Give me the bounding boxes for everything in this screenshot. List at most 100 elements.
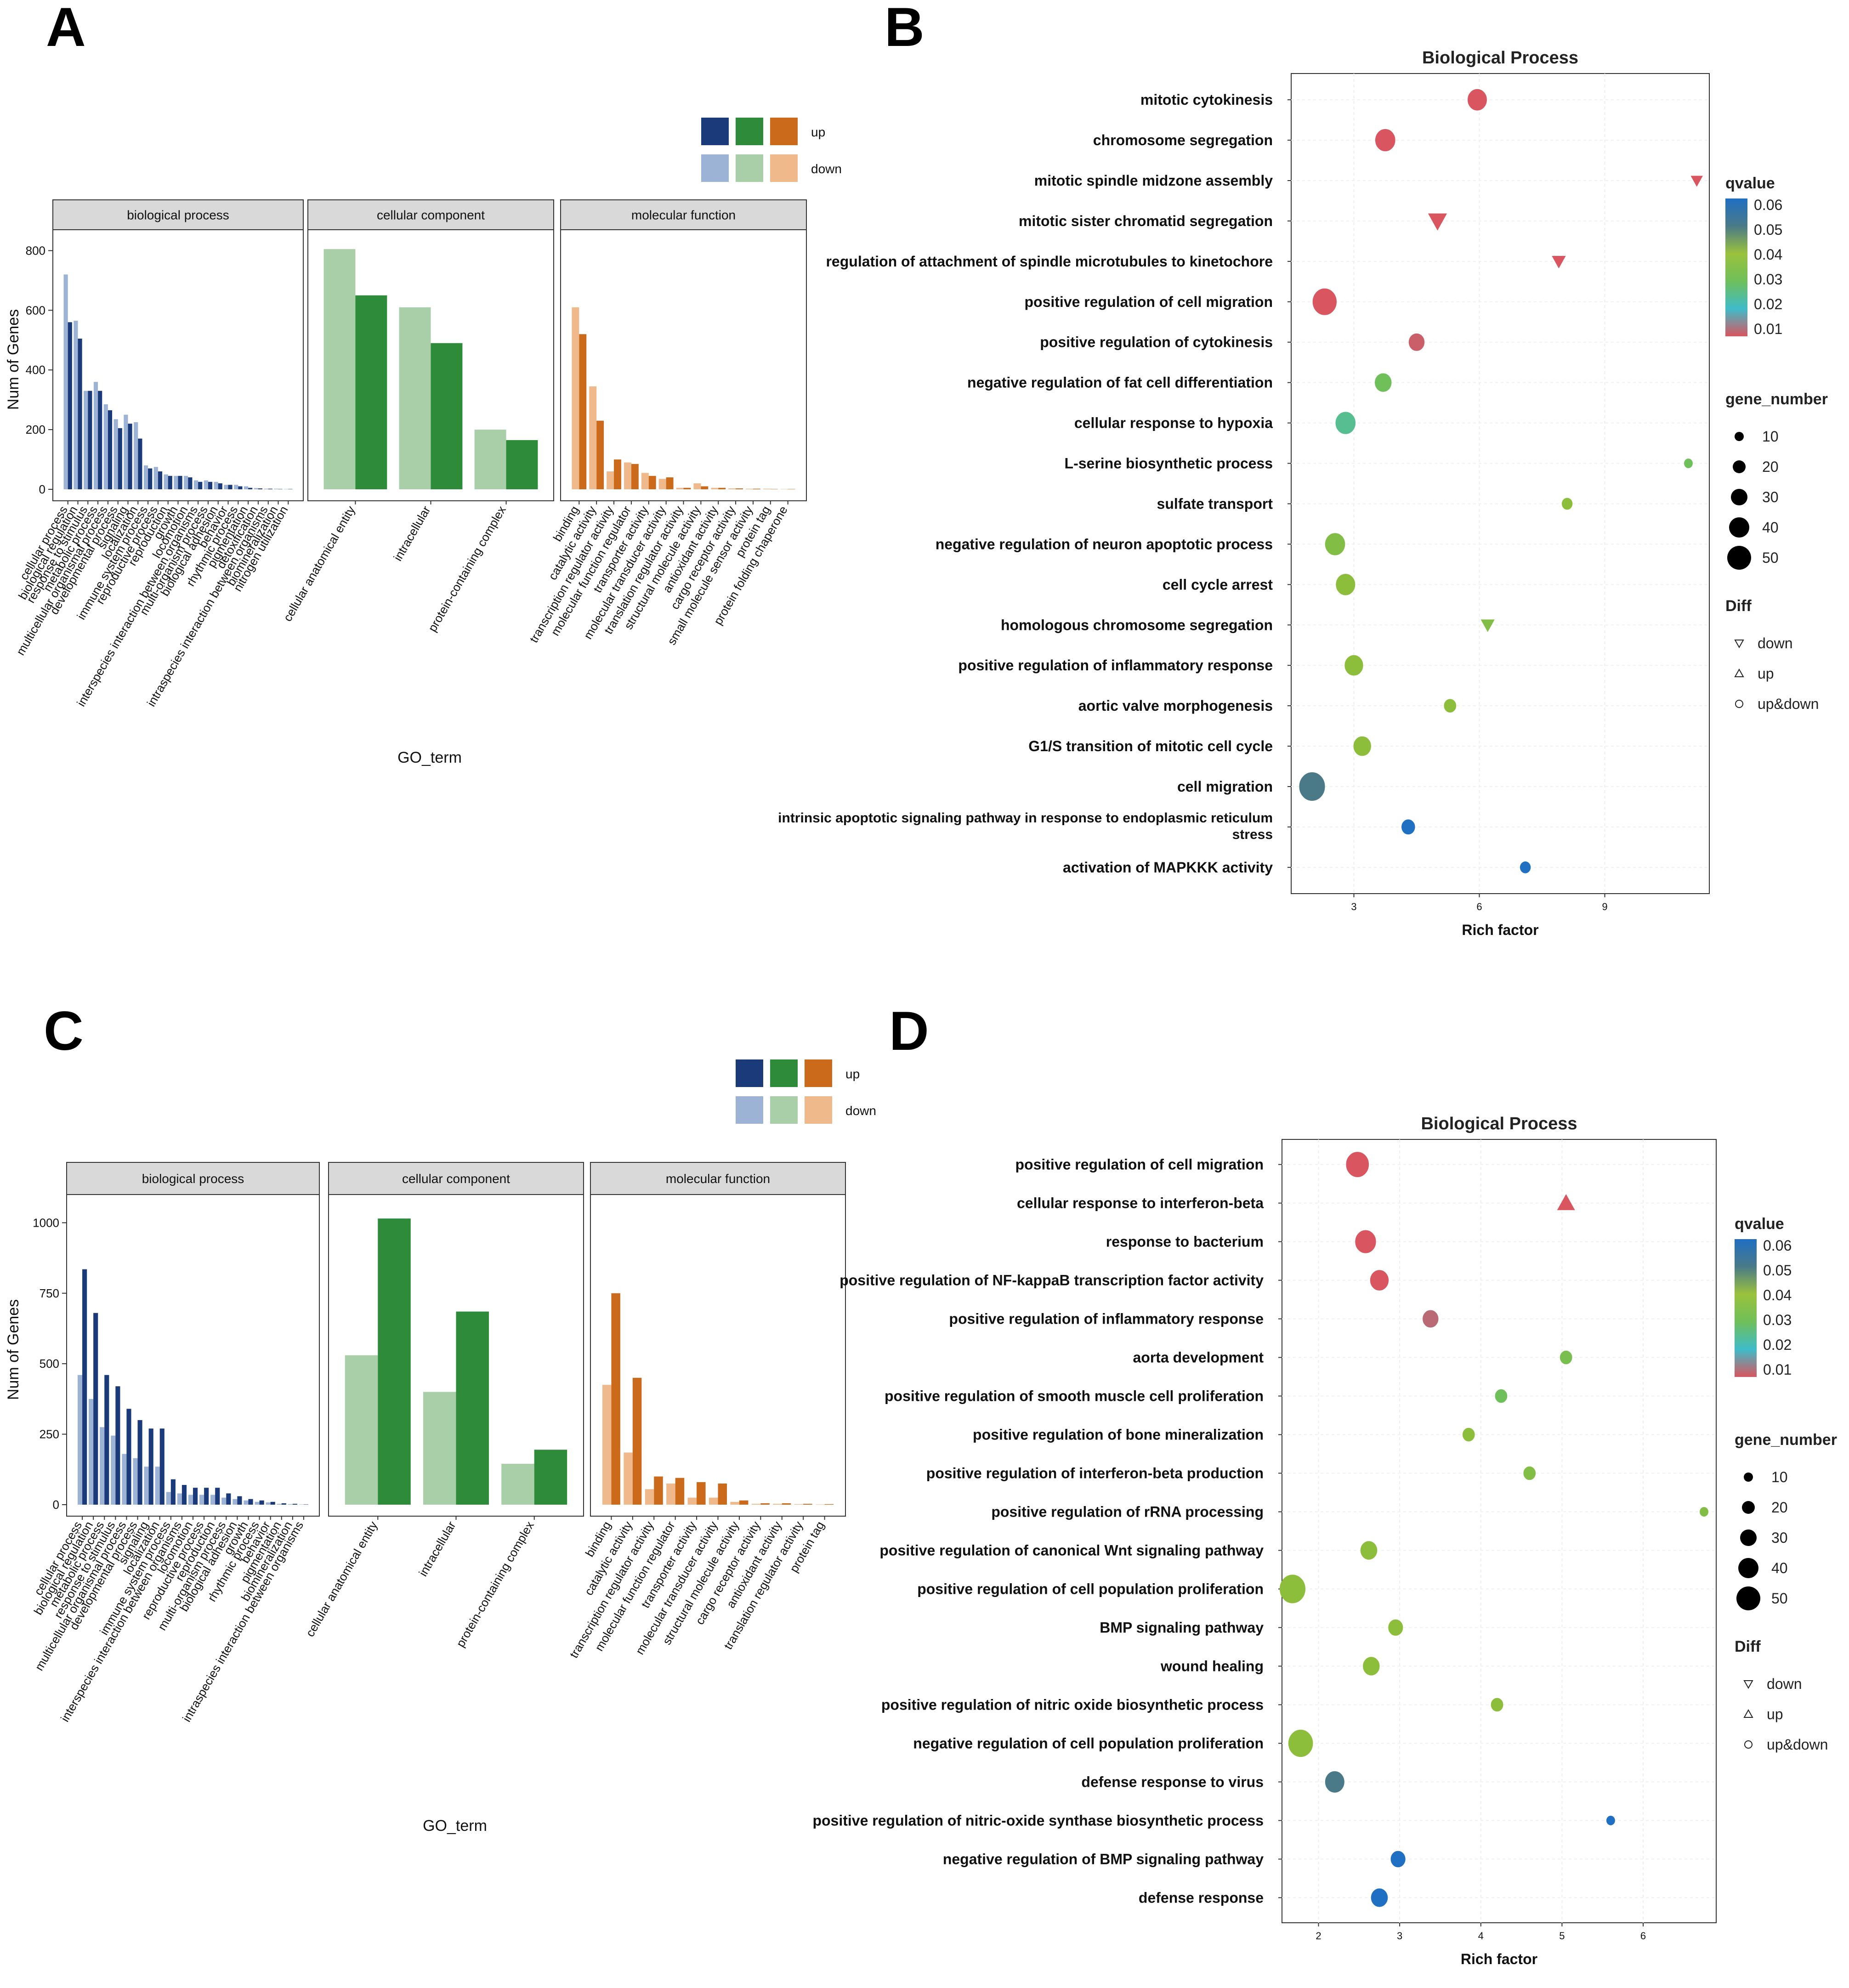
qvalue-legend-title: qvalue <box>1725 175 1775 192</box>
term-label-positive-regulation-of-cell-migration: positive regulation of cell migration <box>1024 294 1273 310</box>
bar-down-translation-regulator-activity <box>794 1504 804 1505</box>
bubble-legend-d: qvalue 0.06 0.05 0.04 0.03 0.02 0.01 gene_numbe… <box>1735 1215 1837 1753</box>
bar-down-pigmentation <box>244 486 249 489</box>
bar-down-antioxidant-activity <box>773 1504 782 1505</box>
qvalue-colorbar <box>1725 198 1747 336</box>
y-tick-label: 0 <box>53 1498 59 1512</box>
bar-down-developmental-process <box>133 1458 138 1505</box>
legend-swatch-up-0 <box>735 1059 764 1088</box>
gene-number-legend-dot <box>1735 432 1744 441</box>
term-label-g1-s-transition-of-mitotic-cell-cycle: G1/S transition of mitotic cell cycle <box>1028 738 1273 754</box>
bubble-l-serine-biosynthetic-process <box>1684 459 1693 468</box>
facet-strip <box>66 1162 320 1195</box>
bubble-plot-area <box>1282 1139 1717 1923</box>
bar-up-metabolic-process <box>104 1375 109 1505</box>
facet-title: biological process <box>127 208 229 222</box>
diff-legend-label: up <box>1758 665 1774 682</box>
panel-c: Cup down 0 250 500 750 1000 Num of Genes GO_term… <box>5 1000 876 1835</box>
diff-legend-title: Diff <box>1725 597 1752 615</box>
bubble-positive-regulation-of-inflammatory-response <box>1423 1310 1439 1328</box>
bar-up-growth <box>248 1499 253 1505</box>
legend-swatch-up-2 <box>769 117 799 146</box>
bar-down-detoxification <box>254 488 258 489</box>
facet-title: cellular component <box>377 208 485 222</box>
bar-down-reproduction <box>164 474 168 489</box>
bar-up-detoxification <box>258 488 263 489</box>
x-axis-title: GO_term <box>397 749 462 766</box>
bar-down-pigmentation <box>277 1504 282 1505</box>
bar-down-metabolic-process <box>100 1427 105 1505</box>
legend-swatch-down-2 <box>769 153 799 183</box>
term-label-sulfate-transport: sulfate transport <box>1157 495 1273 512</box>
gene-number-legend-title: gene_number <box>1725 391 1828 408</box>
gene-number-tick-label: 50 <box>1762 549 1779 566</box>
bubble-wound-healing <box>1363 1657 1380 1676</box>
term-label-aortic-valve-morphogenesis: aortic valve morphogenesis <box>1078 697 1273 714</box>
bubble-negative-regulation-of-fat-cell-differentiation <box>1374 373 1392 392</box>
qvalue-colorbar <box>1735 1239 1757 1377</box>
bar-down-interspecies-interaction-between-organisms <box>177 1493 182 1505</box>
bar-up-interspecies-interaction-between-organisms <box>198 481 203 489</box>
gene-number-tick-label: 30 <box>1771 1529 1788 1546</box>
panel-d: D Biological Process 2 3 4 5 6 Rich factor posit… <box>812 1000 1837 1967</box>
bubble-negative-regulation-of-neuron-apoptotic-process <box>1325 533 1345 555</box>
bar-up-cellular-process <box>82 1269 87 1505</box>
bar-up-protein-containing-complex <box>534 1450 567 1505</box>
panel-letter-a: A <box>46 0 86 58</box>
bar-up-localization <box>138 438 142 489</box>
term-label-negative-regulation-of-neuron-apoptotic-process: negative regulation of neuron apoptotic … <box>936 536 1273 552</box>
bar-up-interspecies-interaction-between-organisms <box>181 1485 187 1505</box>
bubble-chromosome-segregation <box>1375 129 1395 152</box>
y-tick-label: 500 <box>40 1357 59 1371</box>
bar-up-protein-tag <box>824 1504 834 1505</box>
bar-up-transporter-activity <box>648 476 656 489</box>
term-label-wound-healing: wound healing <box>1160 1658 1264 1674</box>
term-label-positive-regulation-of-nitric-oxide-synthase-biosynthetic-process: positive regulation of nitric-oxide synt… <box>812 1812 1264 1829</box>
term-label-negative-regulation-of-cell-population-proliferation: negative regulation of cell population p… <box>913 1735 1264 1751</box>
bar-up-developmental-process <box>137 1420 142 1505</box>
bar-down-molecular-function-regulator <box>666 1483 675 1505</box>
gene-number-tick-label: 20 <box>1762 459 1779 475</box>
bar-up-translation-regulator-activity <box>803 1504 812 1505</box>
bar-down-signaling <box>144 1467 149 1505</box>
term-label-bmp-signaling-pathway: BMP signaling pathway <box>1100 1619 1264 1636</box>
bar-up-pigmentation <box>281 1503 286 1505</box>
facet-strip <box>307 199 554 230</box>
x-tick-label: intracellular <box>391 504 433 563</box>
bar-down-rhythmic-process <box>234 485 238 489</box>
term-label-mitotic-cytokinesis: mitotic cytokinesis <box>1140 91 1273 108</box>
bubble-positive-regulation-of-interferon-beta-production <box>1523 1466 1536 1480</box>
bubble-cell-cycle-arrest <box>1336 574 1356 595</box>
bar-legend-a: up down <box>700 117 842 183</box>
bar-down-structural-molecule-activity <box>693 483 701 489</box>
bubble-positive-regulation-of-cell-migration <box>1312 288 1337 315</box>
bar-down-immune-system-process <box>143 465 148 489</box>
y-tick-label: 250 <box>40 1427 59 1441</box>
x-tick-label: 6 <box>1640 1930 1646 1942</box>
bubble-negative-regulation-of-cell-population-proliferation <box>1288 1729 1313 1757</box>
bar-down-molecular-function-regulator <box>624 462 631 489</box>
bar-up-localization <box>159 1428 164 1505</box>
bar-down-reproductive-process <box>199 1495 204 1505</box>
y-tick-label: 0 <box>39 482 45 496</box>
bar-up-antioxidant-activity <box>718 487 726 489</box>
legend-swatch-down-0 <box>735 1095 764 1125</box>
qvalue-tick-label: 0.03 <box>1763 1312 1792 1328</box>
facet-strip <box>52 199 304 230</box>
gene-number-legend-dot <box>1731 489 1747 505</box>
bubble-mitotic-spindle-midzone-assembly <box>1690 176 1703 187</box>
legend-swatch-down-0 <box>700 153 730 183</box>
facet-cellular-component: cellular component cellular anatomical en… <box>280 199 554 634</box>
legend-swatch-up-1 <box>735 117 764 146</box>
x-tick-label: 6 <box>1476 901 1482 912</box>
bar-down-binding <box>572 307 579 489</box>
gene-number-legend-dot <box>1727 546 1751 570</box>
bar-down-response-to-stimulus <box>84 391 88 489</box>
bar-down-cellular-process <box>77 1375 83 1505</box>
legend-label-up: up <box>845 1067 860 1081</box>
bar-legend-c: up down <box>735 1059 876 1125</box>
bubble-legend-b: qvalue 0.06 0.05 0.04 0.03 0.02 0.01 gene_numbe… <box>1725 175 1828 712</box>
panel-letter-c: C <box>44 1000 84 1062</box>
